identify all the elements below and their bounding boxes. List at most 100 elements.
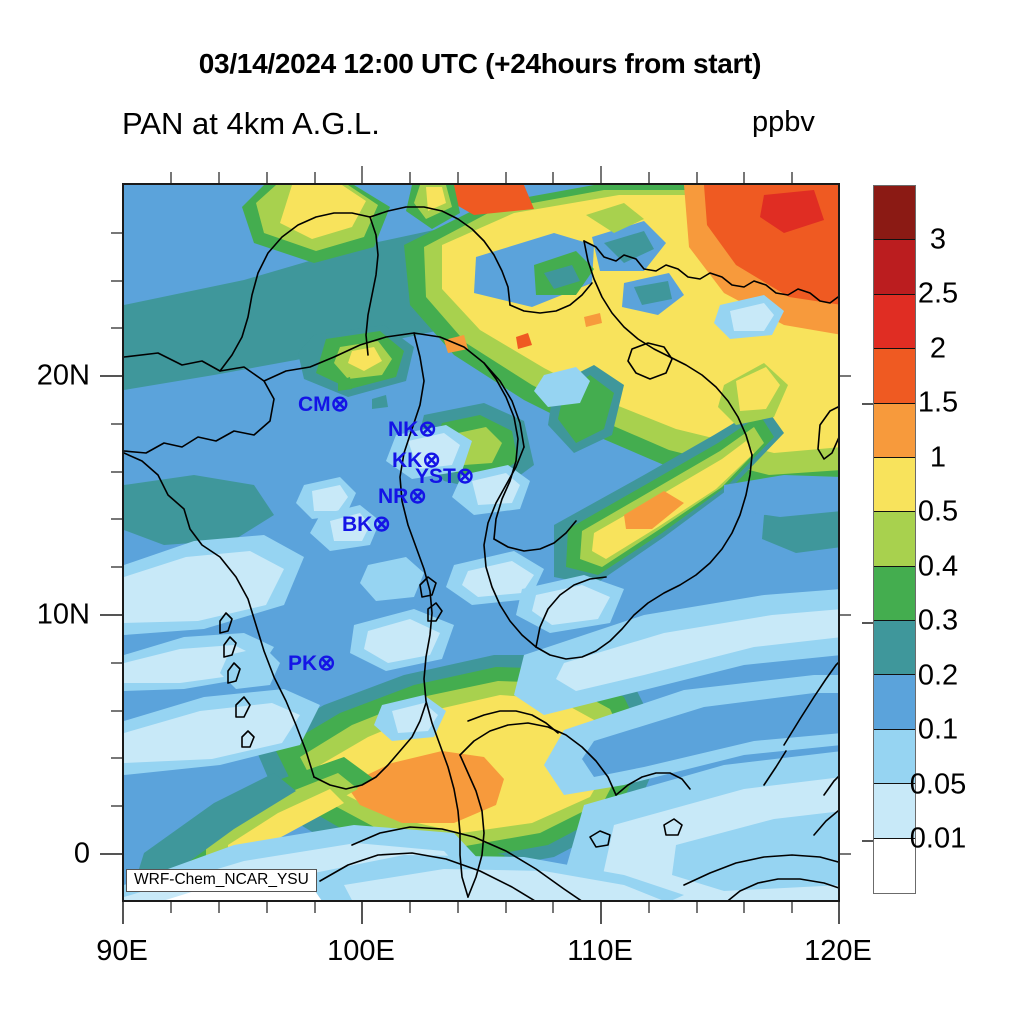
- colorbar-label-6: 0.4: [917, 550, 959, 583]
- station-marker-pk[interactable]: PK⊗: [288, 652, 336, 675]
- colorbar-band-2: [874, 294, 915, 350]
- station-marker-bk[interactable]: BK⊗: [342, 511, 391, 536]
- colorbar-band-10: [874, 729, 915, 785]
- x-tick-top: [791, 172, 793, 183]
- colorbar-label-7: 0.3: [917, 604, 959, 637]
- y-tick-minor: [111, 232, 122, 234]
- x-tick-minor: [457, 902, 459, 913]
- x-tick-top: [314, 172, 316, 183]
- colorbar-label-2: 2: [929, 332, 947, 365]
- y-tick-minor: [111, 518, 122, 520]
- station-marker-cm[interactable]: CM⊗: [298, 391, 350, 416]
- x-tick-minor: [696, 902, 698, 913]
- x-tick-major: [361, 902, 363, 924]
- station-marker-yst[interactable]: YST⊗: [415, 463, 475, 488]
- colorbar-label-5: 0.5: [917, 495, 959, 528]
- station-marker-nr[interactable]: NR⊗: [378, 483, 427, 508]
- x-tick-minor: [505, 902, 507, 913]
- colorbar-label-10: 0.05: [909, 768, 967, 801]
- station-code-kk: KK: [392, 449, 423, 472]
- x-tick-minor: [266, 902, 268, 913]
- y-tick-right: [840, 853, 851, 855]
- colorbar-band-0: [874, 186, 915, 241]
- x-tick-minor: [409, 902, 411, 913]
- colorbar-label-4: 1: [929, 441, 947, 474]
- station-symbol-nr: ⊗: [408, 483, 427, 508]
- x-axis-label-0: 90E: [96, 935, 148, 967]
- x-tick-top: [170, 172, 172, 183]
- colorbar-band-7: [874, 566, 915, 621]
- y-tick-major: [100, 853, 122, 855]
- y-tick-minor: [111, 805, 122, 807]
- x-tick-major: [600, 902, 602, 924]
- map-plot-area: [122, 183, 840, 902]
- colorbar-band-6: [874, 512, 915, 567]
- station-marker-nk[interactable]: NK⊗: [388, 416, 437, 441]
- colorbar-tick: [862, 622, 873, 624]
- station-code-nr: NR: [378, 485, 409, 508]
- x-axis-label-3: 120E: [804, 935, 872, 967]
- colorbar-label-11: 0.01: [909, 822, 967, 855]
- x-tick-minor: [552, 902, 554, 913]
- y-tick-minor: [111, 757, 122, 759]
- colorbar-label-0: 3: [929, 223, 947, 256]
- x-tick-minor: [648, 902, 650, 913]
- colorbar-label-8: 0.2: [917, 659, 959, 692]
- y-tick-minor: [111, 280, 122, 282]
- x-tick-major: [122, 902, 124, 924]
- colorbar-label-1: 2.5: [917, 277, 959, 310]
- station-code-cm: CM: [298, 393, 331, 416]
- colorbar-band-12: [874, 838, 915, 893]
- y-tick-minor: [111, 662, 122, 664]
- station-marker-kk[interactable]: KK⊗: [392, 447, 441, 472]
- x-tick-minor: [743, 902, 745, 913]
- y-tick-minor: [111, 327, 122, 329]
- y-tick-minor: [111, 566, 122, 568]
- y-axis-label-1: 10N: [36, 598, 90, 631]
- x-axis-label-2: 110E: [567, 935, 633, 967]
- x-tick-major: [838, 902, 840, 924]
- y-axis-label-0: 20N: [36, 359, 90, 392]
- x-tick-top: [743, 172, 745, 183]
- y-tick-major: [100, 375, 122, 377]
- colorbar-tick: [862, 403, 873, 405]
- station-symbol-cm: ⊗: [330, 391, 350, 416]
- station-code-nk: NK: [388, 418, 419, 441]
- y-tick-minor: [111, 471, 122, 473]
- page-title: 03/14/2024 12:00 UTC (+24hours from star…: [198, 48, 762, 79]
- colorbar-band-4: [874, 403, 915, 458]
- x-tick-top: [409, 172, 411, 183]
- x-tick-top: [266, 172, 268, 183]
- station-symbol-nk: ⊗: [418, 416, 437, 441]
- model-watermark: WRF-Chem_NCAR_YSU: [126, 869, 317, 892]
- x-tick-top: [648, 172, 650, 183]
- colorbar[interactable]: [873, 185, 916, 894]
- x-axis-label-1: 100E: [327, 935, 395, 967]
- x-tick-top: [696, 172, 698, 183]
- colorbar-label-3: 1.5: [917, 386, 959, 419]
- colorbar-band-9: [874, 675, 915, 730]
- x-tick-minor: [170, 902, 172, 913]
- station-symbol-bk: ⊗: [372, 511, 391, 536]
- x-tick-minor: [314, 902, 316, 913]
- x-tick-top: [600, 166, 602, 183]
- colorbar-band-5: [874, 457, 915, 513]
- colorbar-tick: [862, 840, 873, 842]
- x-tick-minor: [218, 902, 220, 913]
- x-tick-top: [505, 172, 507, 183]
- station-symbol-yst: ⊗: [455, 463, 475, 488]
- y-tick-right: [840, 375, 851, 377]
- units-label: ppbv: [752, 106, 815, 138]
- station-code-yst: YST: [415, 465, 456, 488]
- station-code-bk: BK: [342, 513, 373, 536]
- colorbar-label-9: 0.1: [917, 713, 959, 746]
- colorbar-band-3: [874, 349, 915, 404]
- y-tick-minor: [111, 423, 122, 425]
- y-tick-right: [840, 614, 851, 616]
- x-tick-top: [361, 166, 363, 183]
- colorbar-band-8: [874, 621, 915, 676]
- station-symbol-kk: ⊗: [422, 447, 441, 472]
- colorbar-band-1: [874, 240, 915, 295]
- colorbar-band-11: [874, 784, 915, 839]
- subtitle-variable-level: PAN at 4km A.G.L.: [122, 106, 380, 141]
